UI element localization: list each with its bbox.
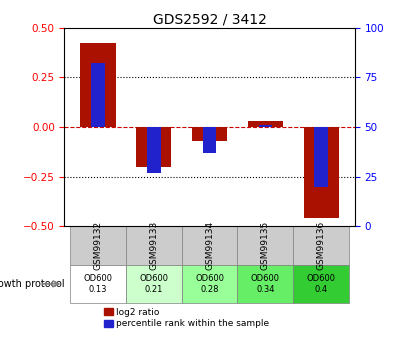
Bar [80,43,116,127]
Text: GSM99135: GSM99135 [261,221,270,270]
Text: OD600
0.34: OD600 0.34 [251,274,280,294]
Text: OD600
0.28: OD600 0.28 [195,274,224,294]
FancyBboxPatch shape [182,265,237,303]
Bar [248,121,283,127]
FancyBboxPatch shape [70,265,126,303]
Bar [192,127,227,141]
Text: OD600
0.21: OD600 0.21 [139,274,168,294]
Text: GSM99133: GSM99133 [149,221,158,270]
Bar [203,127,216,153]
FancyBboxPatch shape [182,226,237,265]
FancyBboxPatch shape [237,226,293,265]
FancyBboxPatch shape [70,226,126,265]
Bar [259,125,272,127]
FancyBboxPatch shape [293,226,349,265]
FancyBboxPatch shape [126,226,182,265]
FancyBboxPatch shape [293,265,349,303]
Bar [147,127,160,172]
Text: GSM99132: GSM99132 [93,221,102,270]
Bar [314,127,328,187]
Bar [136,127,171,167]
Text: OD600
0.13: OD600 0.13 [83,274,112,294]
FancyBboxPatch shape [126,265,182,303]
Text: GSM99134: GSM99134 [205,221,214,270]
Text: OD600
0.4: OD600 0.4 [307,274,336,294]
Text: GSM99136: GSM99136 [317,221,326,270]
Legend: log2 ratio, percentile rank within the sample: log2 ratio, percentile rank within the s… [104,307,270,328]
Bar [303,127,339,218]
FancyBboxPatch shape [237,265,293,303]
Title: GDS2592 / 3412: GDS2592 / 3412 [153,12,266,27]
Text: growth protocol: growth protocol [0,279,64,289]
Bar [91,63,105,127]
